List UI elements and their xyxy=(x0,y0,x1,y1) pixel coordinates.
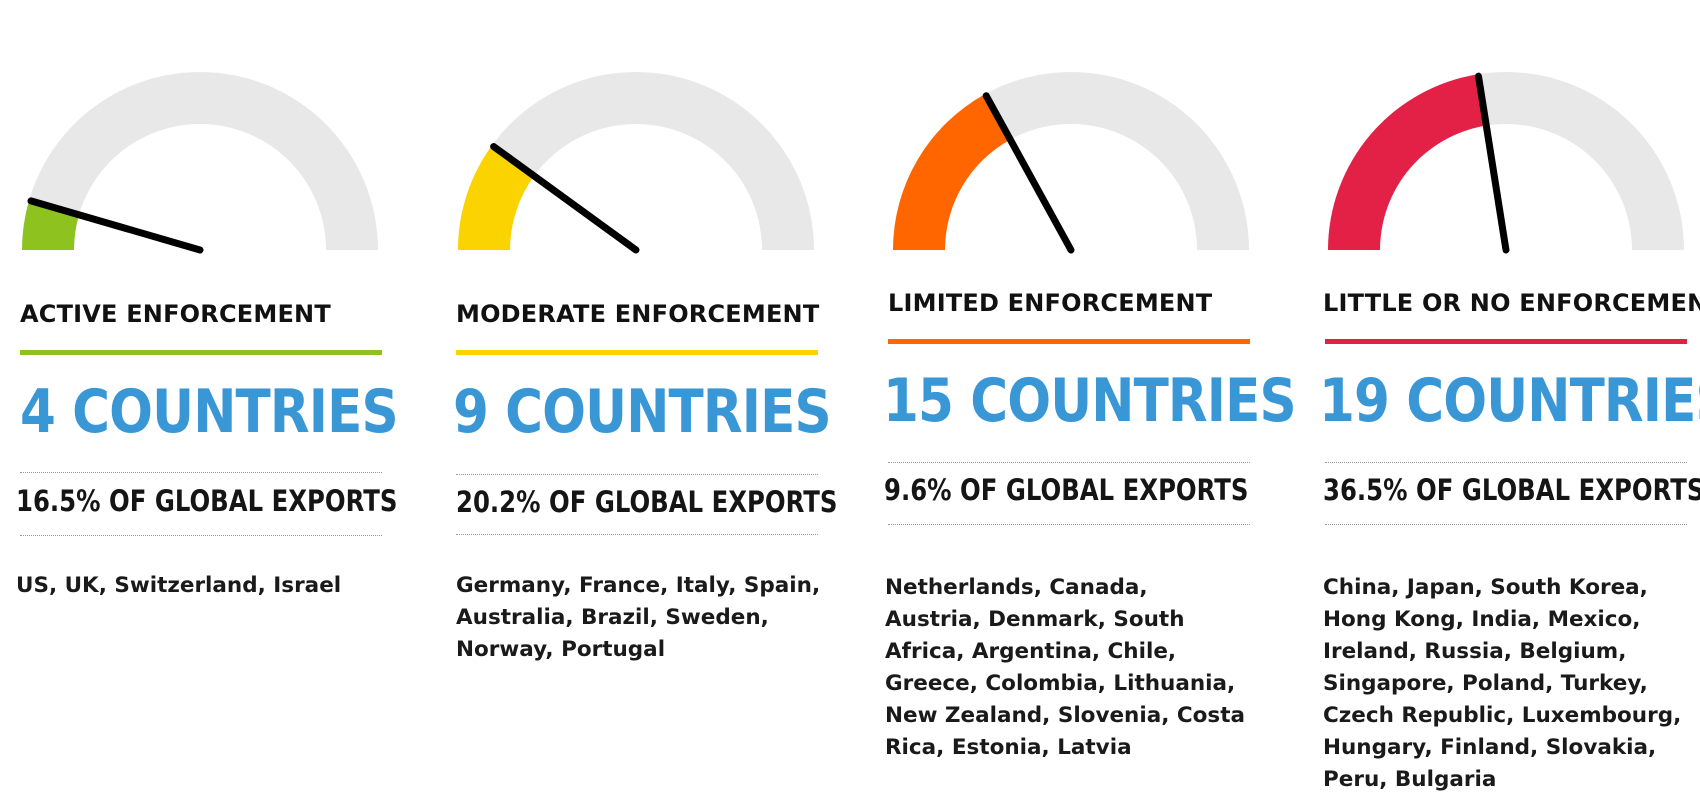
divider-bottom xyxy=(1325,524,1687,525)
gauge-limited-enforcement xyxy=(893,72,1249,254)
panel-moderate-enforcement: MODERATE ENFORCEMENT 9 COUNTRIES 20.2% O… xyxy=(453,0,838,786)
gauge-needle xyxy=(982,92,1075,254)
country-count: 4 COUNTRIES xyxy=(20,377,399,447)
divider-bottom xyxy=(20,535,382,536)
gauge-little-or-no-enforcement xyxy=(1328,72,1684,254)
country-list: China, Japan, South Korea, Hong Kong, In… xyxy=(1323,575,1682,792)
exports-share: 16.5% OF GLOBAL EXPORTS xyxy=(16,484,398,518)
enforcement-rule xyxy=(888,339,1250,344)
exports-share: 36.5% OF GLOBAL EXPORTS xyxy=(1323,473,1700,507)
enforcement-label: LITTLE OR NO ENFORCEMENT xyxy=(1323,289,1700,317)
divider-top xyxy=(456,474,818,475)
gauge-needle xyxy=(1474,72,1510,254)
divider-top xyxy=(888,462,1250,463)
panel-limited-enforcement: LIMITED ENFORCEMENT 15 COUNTRIES 9.6% OF… xyxy=(883,0,1297,786)
country-count: 15 COUNTRIES xyxy=(883,366,1297,436)
divider-top xyxy=(1325,462,1687,463)
gauge-track xyxy=(22,72,378,250)
divider-top xyxy=(20,472,382,473)
exports-share: 20.2% OF GLOBAL EXPORTS xyxy=(456,485,838,519)
gauge-fill xyxy=(1328,74,1487,251)
panel-little-or-no-enforcement: LITTLE OR NO ENFORCEMENT 19 COUNTRIES 36… xyxy=(1319,0,1700,792)
exports-share: 9.6% OF GLOBAL EXPORTS xyxy=(884,473,1249,507)
gauge-needle xyxy=(27,197,204,254)
gauge-fill xyxy=(893,94,1011,250)
country-list: Germany, France, Italy, Spain, Australia… xyxy=(456,573,821,662)
divider-bottom xyxy=(456,534,818,535)
gauge-fill xyxy=(458,145,535,250)
gauge-track xyxy=(458,72,814,250)
country-count: 9 COUNTRIES xyxy=(453,377,832,447)
enforcement-label: ACTIVE ENFORCEMENT xyxy=(20,300,331,328)
enforcement-rule xyxy=(20,350,382,355)
enforcement-rule xyxy=(456,350,818,355)
gauge-active-enforcement xyxy=(22,72,378,254)
enforcement-label: LIMITED ENFORCEMENT xyxy=(888,289,1213,317)
country-list: US, UK, Switzerland, Israel xyxy=(16,573,342,598)
gauge-moderate-enforcement xyxy=(458,72,814,254)
country-count: 19 COUNTRIES xyxy=(1319,366,1700,436)
gauge-needle xyxy=(490,143,640,254)
enforcement-label: MODERATE ENFORCEMENT xyxy=(456,300,820,328)
country-list: Netherlands, Canada, Austria, Denmark, S… xyxy=(885,575,1246,760)
divider-bottom xyxy=(888,524,1250,525)
enforcement-rule xyxy=(1325,339,1687,344)
panel-active-enforcement: ACTIVE ENFORCEMENT 4 COUNTRIES 16.5% OF … xyxy=(16,0,400,786)
